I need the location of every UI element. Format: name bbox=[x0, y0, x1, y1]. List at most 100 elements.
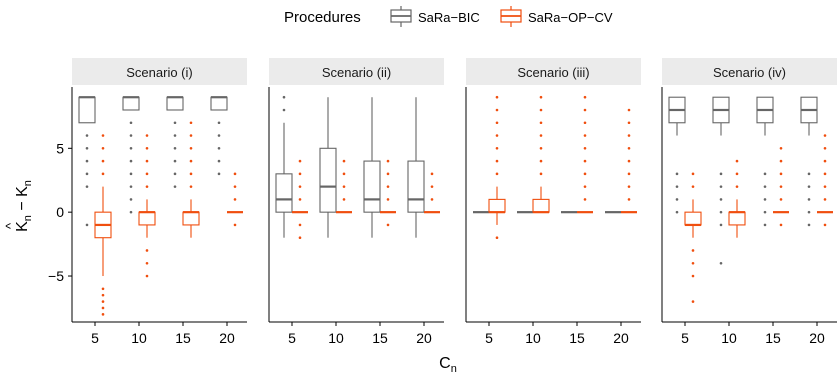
outlier-point bbox=[85, 172, 89, 176]
panel-2: Scenario (ii) 5 10 15 20 bbox=[268, 58, 444, 346]
x-tick-label: 20 bbox=[809, 330, 825, 346]
x-tick-label: 5 bbox=[288, 330, 296, 346]
legend-key-1: SaRa−OP−CV bbox=[500, 6, 613, 27]
outlier-point bbox=[129, 121, 133, 125]
outlier-point bbox=[298, 172, 302, 176]
outlier-point bbox=[583, 172, 587, 176]
outlier-point bbox=[779, 185, 783, 188]
box bbox=[380, 159, 396, 227]
outlier-point bbox=[779, 223, 783, 227]
outlier-point bbox=[823, 159, 827, 163]
outlier-point bbox=[763, 210, 767, 214]
outlier-point bbox=[691, 185, 695, 188]
outlier-point bbox=[763, 198, 767, 201]
box bbox=[800, 96, 818, 227]
box bbox=[407, 97, 425, 238]
outlier-point bbox=[763, 185, 767, 188]
outlier-point bbox=[719, 210, 723, 214]
outlier-point bbox=[233, 198, 237, 201]
series-bic bbox=[275, 95, 425, 238]
outlier-point bbox=[189, 134, 193, 137]
outlier-point bbox=[735, 172, 739, 176]
panel-1: Scenario (i) 5 10 15 20 bbox=[71, 58, 247, 346]
outlier-point bbox=[627, 147, 631, 150]
outlier-point bbox=[282, 108, 286, 112]
series-opcv bbox=[488, 95, 637, 240]
outlier-point bbox=[583, 95, 587, 99]
box bbox=[336, 159, 352, 214]
outlier-point bbox=[539, 134, 543, 137]
panel-4: Scenario (iv) 5 10 15 20 bbox=[661, 58, 837, 346]
series-opcv bbox=[292, 159, 440, 240]
panel-strip bbox=[269, 58, 444, 85]
outlier-point bbox=[583, 198, 587, 201]
outlier-point bbox=[807, 210, 811, 214]
outlier-point bbox=[691, 172, 695, 176]
box bbox=[668, 96, 686, 214]
outlier-point bbox=[85, 223, 89, 227]
outlier-point bbox=[583, 121, 587, 125]
outlier-point bbox=[173, 172, 177, 176]
box bbox=[363, 97, 381, 238]
box bbox=[182, 121, 200, 238]
panel-strip bbox=[72, 58, 247, 85]
outlier-point bbox=[719, 223, 723, 227]
panel-3: Scenario (iii) 5 10 15 20 bbox=[465, 58, 641, 346]
outlier-point bbox=[735, 159, 739, 163]
outlier-point bbox=[779, 172, 783, 176]
legend-entries: SaRa−BIC SaRa−OP−CV bbox=[390, 6, 613, 27]
box bbox=[78, 96, 96, 227]
outlier-point bbox=[129, 134, 133, 137]
x-axis-title: Cn bbox=[439, 355, 457, 375]
outlier-point bbox=[539, 159, 543, 163]
outlier-point bbox=[386, 159, 390, 163]
outlier-point bbox=[495, 236, 499, 240]
y-tick-label: 5 bbox=[56, 140, 64, 156]
outlier-point bbox=[145, 147, 149, 150]
outlier-point bbox=[539, 121, 543, 125]
outlier-point bbox=[217, 172, 221, 176]
outlier-point bbox=[495, 159, 499, 163]
x-tick-label: 10 bbox=[328, 330, 344, 346]
outlier-point bbox=[823, 185, 827, 188]
box bbox=[166, 96, 184, 188]
y-axis-title-hat: ^ bbox=[3, 222, 18, 229]
outlier-point bbox=[823, 223, 827, 227]
outlier-point bbox=[823, 147, 827, 150]
outlier-point bbox=[691, 261, 695, 265]
outlier-point bbox=[189, 185, 193, 188]
outlier-point bbox=[495, 121, 499, 125]
box bbox=[684, 172, 702, 303]
outlier-point bbox=[823, 198, 827, 201]
outlier-point bbox=[233, 185, 237, 188]
box-iqr bbox=[319, 147, 337, 213]
y-axis-title-group: Kn − Kn^ bbox=[3, 180, 34, 232]
box-iqr bbox=[122, 96, 140, 111]
box bbox=[532, 95, 550, 214]
box-iqr bbox=[532, 198, 550, 213]
outlier-point bbox=[217, 159, 221, 163]
outlier-point bbox=[189, 159, 193, 163]
outlier-point bbox=[173, 185, 177, 188]
outlier-point bbox=[129, 147, 133, 150]
outlier-point bbox=[145, 172, 149, 176]
outlier-point bbox=[495, 95, 499, 99]
outlier-point bbox=[101, 293, 105, 297]
outlier-point bbox=[583, 185, 587, 188]
box-iqr bbox=[138, 211, 156, 226]
box bbox=[292, 159, 308, 240]
outlier-point bbox=[583, 108, 587, 112]
outlier-point bbox=[173, 134, 177, 137]
outlier-point bbox=[101, 313, 105, 316]
outlier-point bbox=[101, 172, 105, 176]
outlier-point bbox=[101, 300, 105, 303]
outlier-point bbox=[85, 134, 89, 137]
series-opcv bbox=[94, 121, 243, 316]
x-tick-label: 10 bbox=[721, 330, 737, 346]
outlier-point bbox=[386, 185, 390, 188]
box bbox=[817, 134, 833, 227]
outlier-point bbox=[85, 147, 89, 150]
outlier-point bbox=[173, 121, 177, 125]
outlier-point bbox=[233, 172, 237, 176]
